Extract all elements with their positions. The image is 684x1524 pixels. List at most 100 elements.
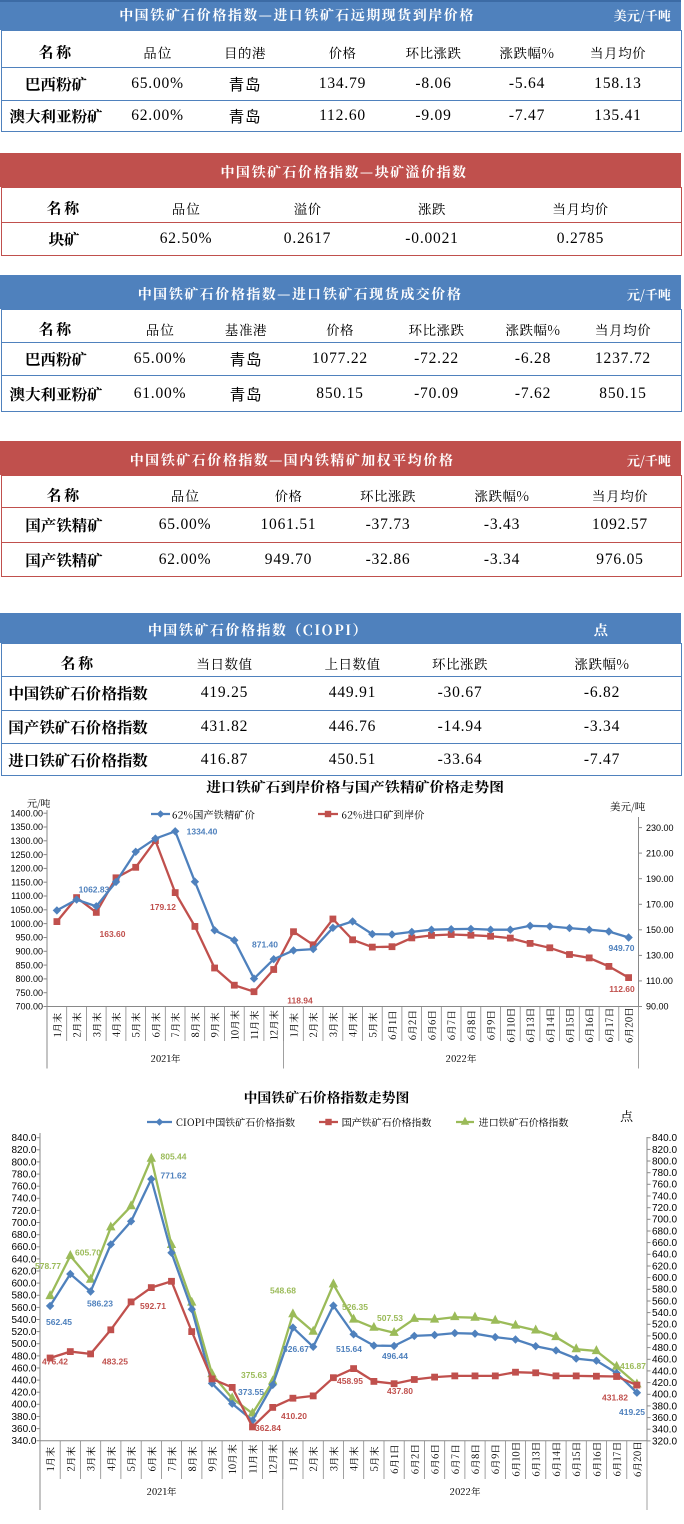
- svg-text:进口铁矿石到岸价格与国产铁精矿价格走势图: 进口铁矿石到岸价格与国产铁精矿价格走势图: [206, 777, 504, 797]
- svg-text:700.0: 700.0: [11, 1218, 36, 1229]
- svg-text:国产铁矿石价格指数: 国产铁矿石价格指数: [342, 1114, 432, 1129]
- svg-text:540.0: 540.0: [652, 1308, 677, 1319]
- svg-text:6月15日: 6月15日: [563, 1007, 577, 1042]
- svg-text:6月20日: 6月20日: [622, 1007, 636, 1043]
- svg-text:6月16日: 6月16日: [589, 1441, 603, 1476]
- svg-text:1150.00: 1150.00: [11, 877, 43, 887]
- svg-text:400.0: 400.0: [652, 1390, 677, 1401]
- svg-text:6月10日: 6月10日: [509, 1441, 523, 1476]
- svg-text:6月1日: 6月1日: [387, 1444, 401, 1474]
- svg-text:500.0: 500.0: [652, 1331, 677, 1342]
- svg-text:12月末: 12月末: [267, 1010, 281, 1040]
- svg-text:2月末: 2月末: [70, 1012, 84, 1037]
- svg-text:进口铁矿石价格指数: 进口铁矿石价格指数: [479, 1114, 569, 1129]
- svg-text:1月末: 1月末: [287, 1013, 301, 1037]
- svg-text:6月1日: 6月1日: [385, 1010, 399, 1040]
- svg-text:4月末: 4月末: [346, 1012, 360, 1037]
- svg-text:4月末: 4月末: [104, 1446, 118, 1471]
- svg-text:410.20: 410.20: [281, 1411, 307, 1421]
- svg-text:5月末: 5月末: [367, 1446, 381, 1471]
- svg-text:1250.00: 1250.00: [10, 850, 43, 860]
- svg-text:380.0: 380.0: [652, 1401, 677, 1412]
- svg-text:6月7日: 6月7日: [444, 1010, 458, 1040]
- svg-text:6月15日: 6月15日: [569, 1441, 583, 1476]
- svg-text:540.0: 540.0: [11, 1315, 36, 1326]
- svg-text:900.00: 900.00: [15, 947, 43, 957]
- svg-text:6月6日: 6月6日: [425, 1010, 439, 1041]
- svg-text:6月14日: 6月14日: [549, 1441, 563, 1476]
- svg-text:4月末: 4月末: [347, 1446, 361, 1471]
- svg-text:1400.00: 1400.00: [10, 808, 43, 818]
- svg-text:586.23: 586.23: [87, 1299, 113, 1309]
- svg-text:112.60: 112.60: [609, 984, 635, 994]
- svg-text:6月末: 6月末: [148, 1012, 162, 1037]
- svg-text:780.0: 780.0: [652, 1168, 677, 1179]
- svg-text:483.25: 483.25: [102, 1357, 128, 1367]
- svg-text:6月20日: 6月20日: [630, 1441, 644, 1477]
- svg-text:1月末: 1月末: [286, 1447, 300, 1471]
- svg-text:720.0: 720.0: [652, 1203, 677, 1214]
- svg-text:560.0: 560.0: [652, 1296, 677, 1307]
- svg-text:740.0: 740.0: [11, 1194, 36, 1205]
- svg-text:179.12: 179.12: [150, 902, 176, 912]
- svg-text:680.0: 680.0: [11, 1230, 36, 1241]
- svg-text:11月末: 11月末: [246, 1444, 260, 1473]
- svg-text:380.0: 380.0: [11, 1412, 36, 1423]
- svg-text:600.0: 600.0: [652, 1273, 677, 1284]
- svg-text:8月末: 8月末: [185, 1446, 199, 1471]
- svg-text:437.80: 437.80: [387, 1386, 413, 1396]
- svg-text:2021年: 2021年: [147, 1484, 177, 1498]
- svg-text:507.53: 507.53: [377, 1313, 403, 1323]
- svg-text:419.25: 419.25: [619, 1407, 645, 1417]
- svg-text:90.00: 90.00: [646, 1002, 669, 1012]
- svg-text:592.71: 592.71: [140, 1301, 166, 1311]
- svg-text:3月末: 3月末: [84, 1446, 98, 1471]
- svg-text:1000.00: 1000.00: [10, 919, 43, 929]
- svg-text:5月末: 5月末: [129, 1012, 143, 1037]
- svg-text:元/吨: 元/吨: [27, 795, 51, 810]
- svg-text:6月8日: 6月8日: [464, 1010, 478, 1041]
- svg-text:480.0: 480.0: [11, 1351, 36, 1362]
- svg-text:5月末: 5月末: [365, 1012, 379, 1037]
- svg-text:3月末: 3月末: [326, 1012, 340, 1037]
- svg-text:12月末: 12月末: [266, 1444, 280, 1474]
- svg-text:620.0: 620.0: [652, 1261, 677, 1272]
- svg-text:850.00: 850.00: [15, 960, 43, 970]
- svg-text:9月末: 9月末: [205, 1446, 219, 1471]
- svg-text:点: 点: [620, 1106, 633, 1125]
- svg-text:360.0: 360.0: [652, 1413, 677, 1424]
- svg-text:800.0: 800.0: [11, 1157, 36, 1168]
- svg-text:6月10日: 6月10日: [503, 1007, 517, 1042]
- svg-text:2月末: 2月末: [306, 1446, 320, 1471]
- svg-text:1300.00: 1300.00: [10, 836, 43, 846]
- svg-text:562.45: 562.45: [46, 1317, 72, 1327]
- svg-text:中国铁矿石价格指数走势图: 中国铁矿石价格指数走势图: [244, 1087, 410, 1107]
- svg-text:2022年: 2022年: [450, 1484, 481, 1498]
- svg-text:6月13日: 6月13日: [529, 1441, 543, 1476]
- svg-text:420.0: 420.0: [11, 1388, 36, 1399]
- svg-text:950.00: 950.00: [15, 933, 43, 943]
- svg-text:600.0: 600.0: [11, 1279, 36, 1290]
- svg-text:2021年: 2021年: [151, 1051, 181, 1065]
- svg-text:400.0: 400.0: [11, 1400, 36, 1411]
- svg-text:6月17日: 6月17日: [602, 1007, 616, 1042]
- svg-text:750.00: 750.00: [15, 988, 43, 998]
- svg-text:520.0: 520.0: [652, 1320, 677, 1331]
- svg-text:6月末: 6月末: [144, 1446, 158, 1471]
- svg-text:660.0: 660.0: [652, 1238, 677, 1249]
- svg-text:2022年: 2022年: [446, 1051, 477, 1065]
- svg-text:580.0: 580.0: [11, 1291, 36, 1302]
- svg-text:820.0: 820.0: [11, 1145, 36, 1156]
- svg-text:6月14日: 6月14日: [543, 1007, 557, 1042]
- svg-text:548.68: 548.68: [270, 1286, 296, 1296]
- svg-text:496.44: 496.44: [382, 1351, 408, 1361]
- svg-text:680.0: 680.0: [652, 1226, 677, 1237]
- svg-text:3月末: 3月末: [326, 1446, 340, 1471]
- svg-text:362.84: 362.84: [255, 1423, 281, 1433]
- svg-text:416.87: 416.87: [620, 1361, 646, 1371]
- svg-text:6月16日: 6月16日: [582, 1007, 596, 1042]
- svg-text:800.00: 800.00: [15, 974, 43, 984]
- svg-text:1100.00: 1100.00: [11, 891, 43, 901]
- svg-text:780.0: 780.0: [11, 1170, 36, 1181]
- svg-text:美元/吨: 美元/吨: [610, 800, 645, 815]
